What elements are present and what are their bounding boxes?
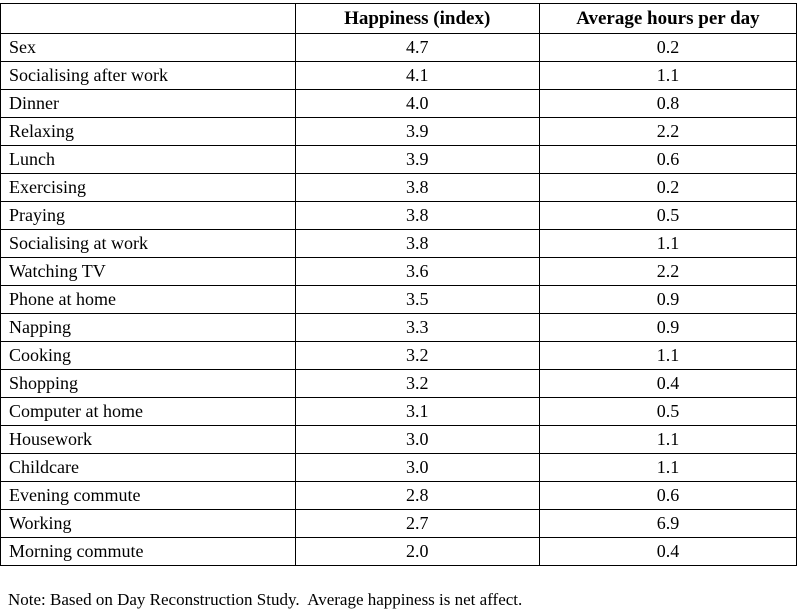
table-row: Working 2.7 6.9	[0, 509, 797, 538]
happiness-cell: 2.0	[294, 537, 540, 566]
hours-column-header: Average hours per day	[538, 3, 797, 34]
activity-cell: Exercising	[0, 173, 296, 202]
activity-cell: Childcare	[0, 453, 296, 482]
activity-cell: Socialising at work	[0, 229, 296, 258]
activity-cell: Morning commute	[0, 537, 296, 566]
table-row: Sex 4.7 0.2	[0, 33, 797, 62]
table-row: Watching TV 3.6 2.2	[0, 257, 797, 286]
table-note: Note: Based on Day Reconstruction Study.…	[8, 590, 523, 609]
activity-cell: Housework	[0, 425, 296, 454]
hours-cell: 1.1	[538, 229, 797, 258]
happiness-cell: 4.7	[294, 33, 540, 62]
table-row: Morning commute 2.0 0.4	[0, 537, 797, 566]
table-row: Exercising 3.8 0.2	[0, 173, 797, 202]
table-row: Cooking 3.2 1.1	[0, 341, 797, 370]
hours-cell: 0.5	[538, 397, 797, 426]
happiness-cell: 3.8	[294, 229, 540, 258]
happiness-cell: 3.5	[294, 285, 540, 314]
happiness-cell: 3.2	[294, 369, 540, 398]
happiness-cell: 3.0	[294, 453, 540, 482]
table-row: Phone at home 3.5 0.9	[0, 285, 797, 314]
happiness-cell: 3.3	[294, 313, 540, 342]
table-row: Childcare 3.0 1.1	[0, 453, 797, 482]
table-row: Evening commute 2.8 0.6	[0, 481, 797, 510]
happiness-cell: 2.7	[294, 509, 540, 538]
activity-cell: Napping	[0, 313, 296, 342]
activity-cell: Relaxing	[0, 117, 296, 146]
hours-cell: 0.4	[538, 537, 797, 566]
happiness-cell: 3.0	[294, 425, 540, 454]
activity-cell: Working	[0, 509, 296, 538]
activity-cell: Computer at home	[0, 397, 296, 426]
table-row: Housework 3.0 1.1	[0, 425, 797, 454]
header-row: Happiness (index) Average hours per day	[0, 3, 797, 34]
hours-cell: 1.1	[538, 61, 797, 90]
activity-cell: Sex	[0, 33, 296, 62]
hours-cell: 0.9	[538, 313, 797, 342]
happiness-cell: 3.9	[294, 117, 540, 146]
hours-cell: 0.6	[538, 145, 797, 174]
happiness-column-header: Happiness (index)	[294, 3, 540, 34]
happiness-table: Happiness (index) Average hours per day …	[0, 3, 797, 566]
table-row: Lunch 3.9 0.6	[0, 145, 797, 174]
table-row: Napping 3.3 0.9	[0, 313, 797, 342]
table-row: Praying 3.8 0.5	[0, 201, 797, 230]
table-row: Dinner 4.0 0.8	[0, 89, 797, 118]
activity-cell: Evening commute	[0, 481, 296, 510]
table-row: Relaxing 3.9 2.2	[0, 117, 797, 146]
happiness-cell: 4.1	[294, 61, 540, 90]
hours-cell: 1.1	[538, 453, 797, 482]
hours-cell: 2.2	[538, 257, 797, 286]
hours-cell: 0.2	[538, 173, 797, 202]
hours-cell: 0.4	[538, 369, 797, 398]
activity-cell: Watching TV	[0, 257, 296, 286]
hours-cell: 0.5	[538, 201, 797, 230]
activity-cell: Praying	[0, 201, 296, 230]
activity-cell: Shopping	[0, 369, 296, 398]
table-row: Socialising after work 4.1 1.1	[0, 61, 797, 90]
activity-column-header	[0, 3, 296, 34]
happiness-cell: 3.8	[294, 173, 540, 202]
hours-cell: 0.2	[538, 33, 797, 62]
activity-cell: Phone at home	[0, 285, 296, 314]
hours-cell: 0.9	[538, 285, 797, 314]
hours-cell: 6.9	[538, 509, 797, 538]
hours-cell: 0.8	[538, 89, 797, 118]
table-row: Socialising at work 3.8 1.1	[0, 229, 797, 258]
table-row: Computer at home 3.1 0.5	[0, 397, 797, 426]
hours-cell: 2.2	[538, 117, 797, 146]
hours-cell: 1.1	[538, 425, 797, 454]
happiness-cell: 3.1	[294, 397, 540, 426]
activity-cell: Cooking	[0, 341, 296, 370]
happiness-cell: 3.6	[294, 257, 540, 286]
happiness-cell: 3.8	[294, 201, 540, 230]
table-row: Shopping 3.2 0.4	[0, 369, 797, 398]
happiness-cell: 2.8	[294, 481, 540, 510]
activity-cell: Dinner	[0, 89, 296, 118]
activity-cell: Lunch	[0, 145, 296, 174]
happiness-cell: 3.2	[294, 341, 540, 370]
happiness-cell: 4.0	[294, 89, 540, 118]
hours-cell: 0.6	[538, 481, 797, 510]
hours-cell: 1.1	[538, 341, 797, 370]
happiness-cell: 3.9	[294, 145, 540, 174]
activity-cell: Socialising after work	[0, 61, 296, 90]
